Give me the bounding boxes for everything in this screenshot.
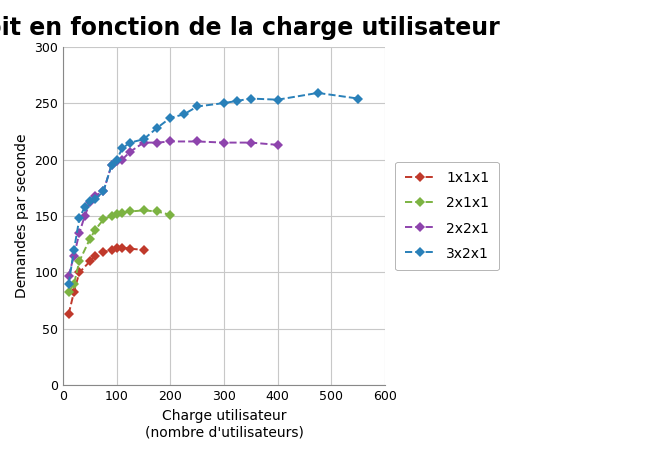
3x2x1	[86, 198, 94, 204]
3x2x1	[354, 96, 362, 101]
2x2x1	[81, 213, 88, 219]
3x2x1	[233, 98, 241, 104]
3x2x1	[247, 96, 255, 101]
2x1x1	[126, 209, 134, 214]
3x2x1	[119, 146, 126, 151]
2x2x1	[273, 142, 281, 148]
2x2x1	[75, 230, 83, 236]
2x1x1	[92, 227, 99, 232]
2x2x1	[247, 140, 255, 145]
2x2x1	[220, 140, 228, 145]
1x1x1	[126, 246, 134, 252]
Line: 2x2x1: 2x2x1	[65, 138, 281, 279]
1x1x1	[108, 247, 115, 252]
1x1x1	[64, 311, 72, 317]
2x2x1	[92, 193, 99, 198]
3x2x1	[126, 140, 134, 145]
2x2x1	[194, 139, 201, 144]
Title: Débit en fonction de la charge utilisateur: Débit en fonction de la charge utilisate…	[0, 15, 499, 40]
3x2x1	[92, 196, 99, 202]
1x1x1	[92, 253, 99, 258]
2x1x1	[154, 209, 161, 214]
Line: 2x1x1: 2x1x1	[65, 207, 174, 295]
3x2x1	[70, 247, 78, 252]
3x2x1	[108, 163, 115, 168]
1x1x1	[99, 249, 107, 255]
2x1x1	[119, 210, 126, 215]
3x2x1	[220, 100, 228, 106]
3x2x1	[113, 157, 121, 162]
3x2x1	[180, 112, 188, 117]
2x2x1	[140, 140, 148, 145]
2x2x1	[99, 188, 107, 194]
2x1x1	[64, 289, 72, 294]
3x2x1	[273, 97, 281, 103]
2x2x1	[113, 158, 121, 163]
2x2x1	[154, 140, 161, 145]
2x2x1	[119, 157, 126, 162]
2x2x1	[70, 253, 78, 258]
3x2x1	[99, 188, 107, 194]
2x1x1	[75, 258, 83, 264]
2x1x1	[140, 207, 148, 213]
3x2x1	[140, 137, 148, 142]
3x2x1	[194, 104, 201, 109]
2x1x1	[70, 281, 78, 286]
Y-axis label: Demandes par seconde: Demandes par seconde	[15, 134, 29, 298]
Line: 3x2x1: 3x2x1	[65, 89, 361, 287]
2x1x1	[99, 217, 107, 222]
2x1x1	[113, 211, 121, 217]
3x2x1	[166, 115, 174, 120]
Legend: 1x1x1, 2x1x1, 2x2x1, 3x2x1: 1x1x1, 2x1x1, 2x2x1, 3x2x1	[395, 162, 499, 271]
2x2x1	[166, 139, 174, 144]
3x2x1	[75, 216, 83, 221]
Line: 1x1x1: 1x1x1	[65, 244, 147, 318]
3x2x1	[314, 90, 322, 96]
1x1x1	[113, 245, 121, 250]
1x1x1	[86, 258, 94, 264]
2x2x1	[126, 149, 134, 154]
2x1x1	[166, 212, 174, 217]
1x1x1	[140, 247, 148, 252]
2x2x1	[64, 273, 72, 279]
2x2x1	[86, 200, 94, 205]
3x2x1	[154, 125, 161, 131]
1x1x1	[70, 289, 78, 294]
3x2x1	[81, 204, 88, 210]
2x2x1	[108, 163, 115, 168]
X-axis label: Charge utilisateur
(nombre d'utilisateurs): Charge utilisateur (nombre d'utilisateur…	[144, 409, 304, 439]
1x1x1	[119, 245, 126, 250]
2x1x1	[108, 213, 115, 219]
2x1x1	[86, 236, 94, 242]
1x1x1	[75, 270, 83, 275]
3x2x1	[64, 281, 72, 286]
